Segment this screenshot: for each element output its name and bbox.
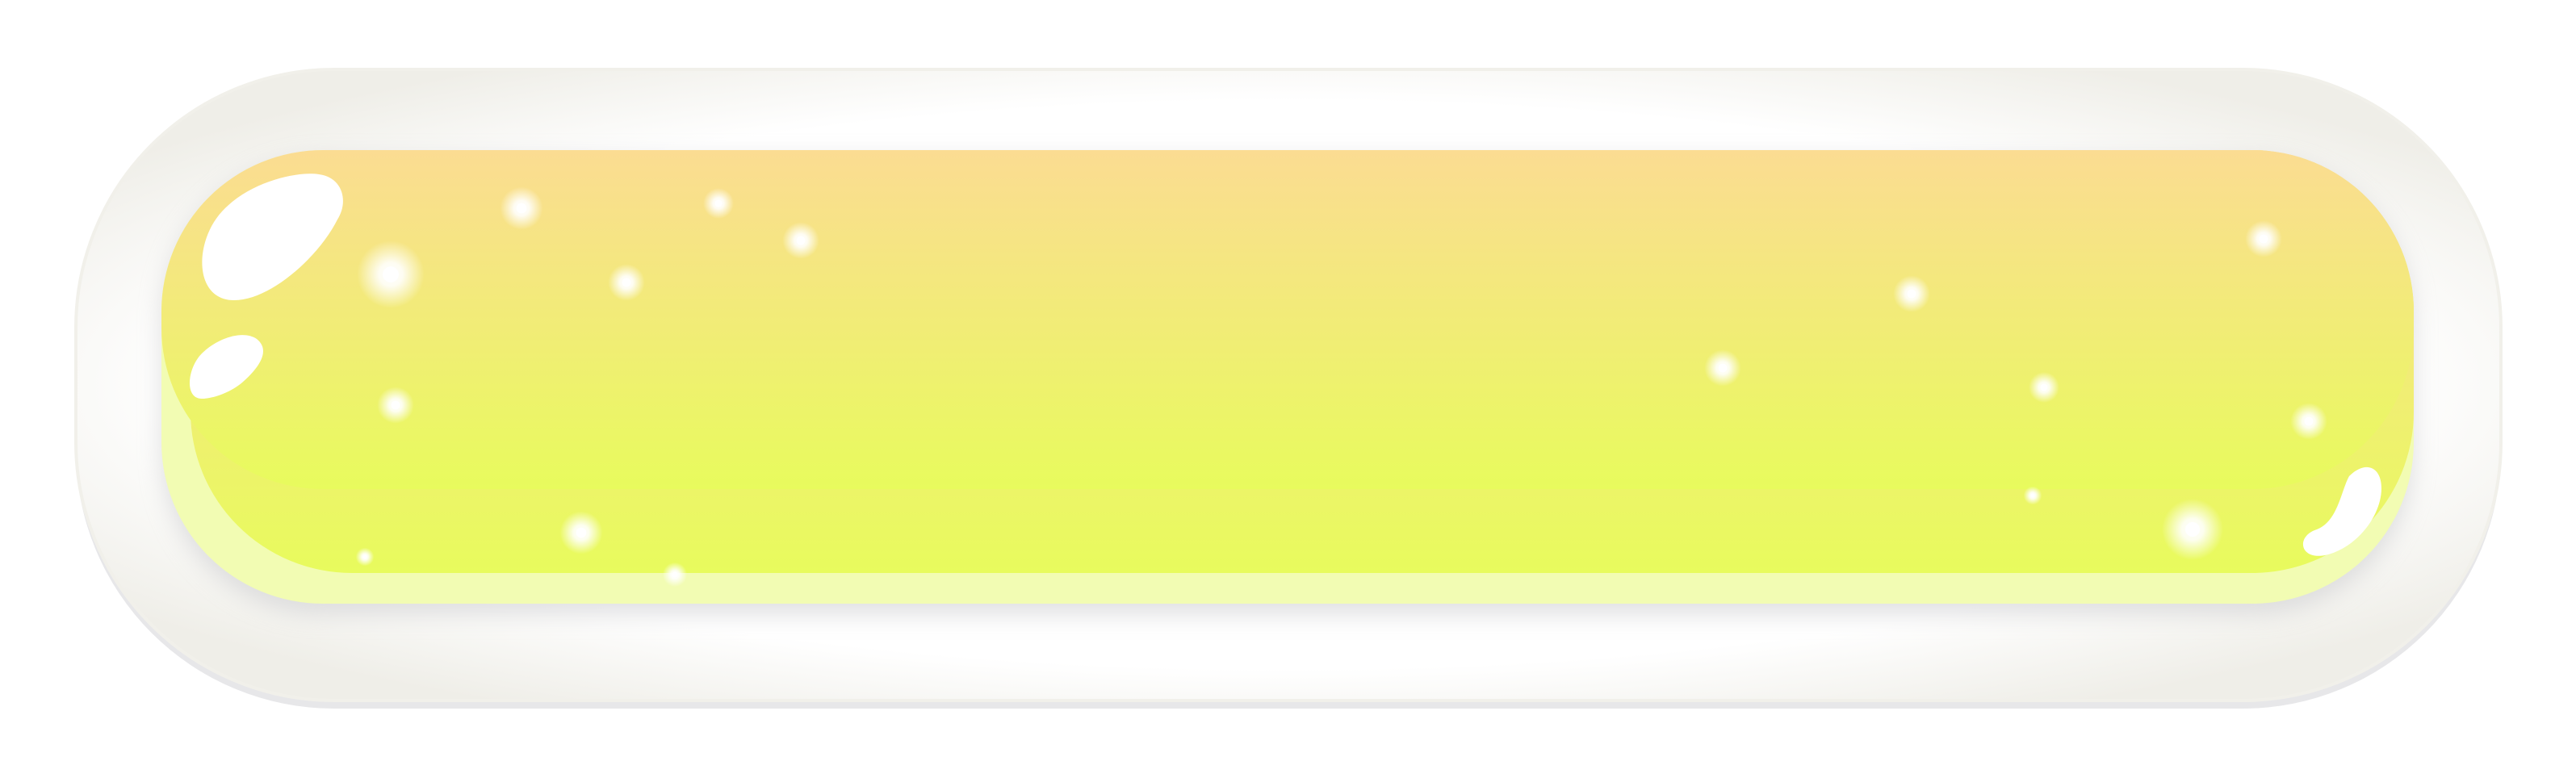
gloss-highlight-small <box>189 335 263 399</box>
sparkle <box>2259 234 2268 244</box>
sparkle <box>796 236 806 245</box>
sparkle <box>383 266 399 282</box>
sparkle <box>2304 416 2314 426</box>
gloss-highlight-bottom-right <box>2302 466 2381 556</box>
sparkle <box>1718 363 1728 373</box>
sparkle <box>714 199 723 207</box>
gloss-highlight-large <box>202 174 343 300</box>
sparkle <box>2185 522 2200 537</box>
sparkle <box>576 527 587 538</box>
sparkle <box>2040 383 2048 391</box>
sparkle <box>391 400 400 410</box>
sparkle <box>622 278 631 287</box>
sparkle <box>362 554 367 559</box>
sparkle <box>2030 493 2035 498</box>
sparkle <box>672 571 678 578</box>
sparkles <box>355 186 2327 588</box>
sparkle <box>1907 289 1916 299</box>
sparkle <box>516 203 527 214</box>
